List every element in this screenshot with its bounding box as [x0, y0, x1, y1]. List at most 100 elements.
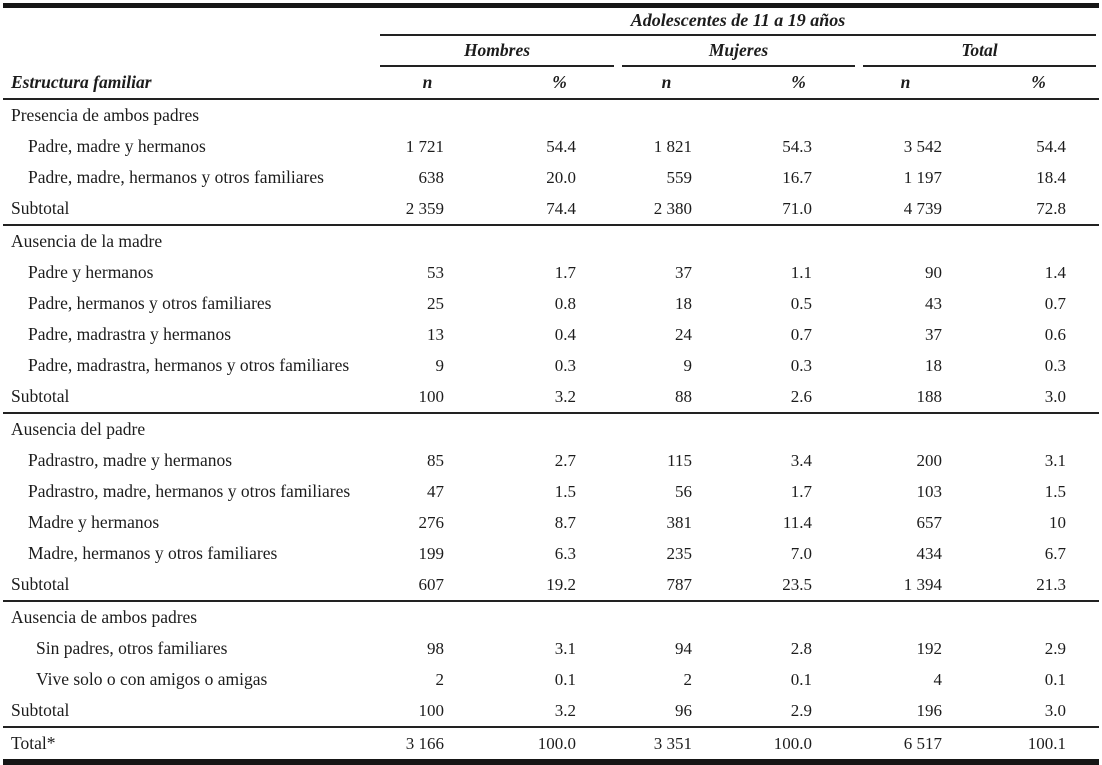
cell-value: 0.3 — [790, 355, 812, 375]
cell-value: 2 — [683, 669, 693, 689]
cell-value: 43 — [925, 293, 942, 313]
cell-value: 7.0 — [790, 543, 812, 563]
cell-value: 0.7 — [790, 324, 812, 344]
row-label: Padrastro, madre y hermanos — [28, 449, 233, 470]
cell-value: 18.4 — [1036, 167, 1066, 187]
cell-value: 0.3 — [554, 355, 576, 375]
table-row: Padrastro, madre y hermanos 85 2.7 115 3.4 20… — [3, 445, 1099, 476]
cell-value: 47 — [427, 481, 444, 501]
cell-value: 3.1 — [554, 638, 576, 658]
subtotal-row: Subtotal 607 19.2 787 23.5 1 394 21.3 — [3, 569, 1099, 601]
cell-value: 53 — [427, 262, 444, 282]
cell-value: 0.7 — [1044, 293, 1066, 313]
cell-value: 3.0 — [1044, 386, 1066, 406]
cell-value: 1.7 — [554, 262, 576, 282]
cell-value — [619, 223, 739, 257]
cell-value: 72.8 — [1036, 198, 1066, 218]
cell-value: 56 — [675, 481, 692, 501]
cell-value: 1.1 — [790, 262, 812, 282]
cell-value — [500, 411, 619, 445]
stub-spacer — [3, 6, 380, 36]
cell-value: 13 — [427, 324, 444, 344]
group-header-row: Hombres Mujeres Total — [3, 36, 1099, 67]
cell-value: 1 197 — [903, 167, 942, 187]
cell-value: 4 — [933, 669, 943, 689]
cell-value: 54.4 — [546, 136, 576, 156]
row-label: Vive solo o con amigos o amigas — [36, 668, 268, 689]
cell-value: 1 821 — [653, 136, 692, 156]
cell-value: 3 166 — [380, 725, 500, 762]
cell-value: 0.1 — [790, 669, 812, 689]
cell-value: 98 — [427, 638, 444, 658]
cell-value: 3.0 — [1044, 700, 1066, 720]
cell-value: 4 739 — [903, 198, 942, 218]
cell-value: 0.8 — [554, 293, 576, 313]
cell-value: 559 — [666, 167, 693, 187]
col-header-n-hombres: n — [380, 66, 500, 100]
subtotal-row: Subtotal 2 359 74.4 2 380 71.0 4 739 72.8 — [3, 193, 1099, 225]
table-row: Padrastro, madre, hermanos y otros famil… — [3, 476, 1099, 507]
cell-value: 18 — [925, 355, 942, 375]
cell-value — [739, 223, 858, 257]
stub-header: Estructura familiar — [3, 66, 380, 100]
cell-value — [380, 99, 500, 131]
spanner-title-cell: Adolescentes de 11 a 19 años — [380, 6, 1099, 36]
cell-value: 2.7 — [554, 450, 576, 470]
cell-value — [619, 99, 739, 131]
cell-value: 85 — [427, 450, 444, 470]
cell-value: 2 — [435, 669, 445, 689]
table-header: Adolescentes de 11 a 19 años Hombres Muj… — [3, 6, 1099, 100]
cell-value: 235 — [666, 543, 693, 563]
cell-value: 9 — [435, 355, 445, 375]
cell-value — [858, 99, 978, 131]
subtotal-row: Subtotal 100 3.2 88 2.6 188 3.0 — [3, 381, 1099, 413]
cell-value: 6 517 — [858, 725, 978, 762]
cell-value: 94 — [675, 638, 692, 658]
group-header-mujeres: Mujeres — [622, 40, 855, 67]
table-row: Padre y hermanos 53 1.7 37 1.1 90 1.4 — [3, 257, 1099, 288]
cell-value: 196 — [916, 700, 943, 720]
row-label: Total* — [3, 725, 380, 762]
group-header-total: Total — [863, 40, 1096, 67]
cell-value: 54.3 — [782, 136, 812, 156]
cell-value: 0.6 — [1044, 324, 1066, 344]
cell-value: 100.0 — [739, 725, 858, 762]
cell-value: 3.1 — [1044, 450, 1066, 470]
table-row: Padre, madrastra y hermanos 13 0.4 24 0.7 37 0… — [3, 319, 1099, 350]
cell-value: 1.4 — [1044, 262, 1066, 282]
table-row: Madre, hermanos y otros familiares 199 6.3… — [3, 538, 1099, 569]
cell-value: 6.7 — [1044, 543, 1066, 563]
stub-spacer — [3, 36, 380, 67]
row-label: Sin padres, otros familiares — [36, 637, 228, 658]
cell-value — [380, 223, 500, 257]
cell-value — [380, 599, 500, 633]
total-row: Total* 3 166 100.0 3 351 100.0 6 517 100.1 — [3, 725, 1099, 762]
cell-value: 434 — [916, 543, 943, 563]
cell-value: 37 — [925, 324, 942, 344]
cell-value: 6.3 — [554, 543, 576, 563]
table-row: Padre, madre, hermanos y otros familiare… — [3, 162, 1099, 193]
row-label: Subtotal — [11, 385, 70, 406]
cell-value — [500, 99, 619, 131]
col-header-pct-hombres: % — [500, 66, 619, 100]
section-header-row: Ausencia del padre — [3, 411, 1099, 445]
cell-value: 115 — [667, 450, 692, 470]
cell-value: 96 — [675, 700, 692, 720]
col-header-n-mujeres: n — [619, 66, 739, 100]
table-row: Vive solo o con amigos o amigas 2 0.1 2 0.1 4… — [3, 664, 1099, 695]
cell-value: 1.5 — [1044, 481, 1066, 501]
group-hombres-cell: Hombres — [380, 36, 619, 67]
group-header-hombres: Hombres — [380, 40, 614, 67]
cell-value: 74.4 — [546, 198, 576, 218]
cell-value: 200 — [916, 450, 943, 470]
cell-value: 21.3 — [1036, 574, 1066, 594]
cell-value: 20.0 — [546, 167, 576, 187]
cell-value: 0.1 — [1044, 669, 1066, 689]
cell-value: 54.4 — [1036, 136, 1066, 156]
cell-value: 192 — [916, 638, 943, 658]
cell-value — [380, 411, 500, 445]
cell-value: 103 — [916, 481, 943, 501]
cell-value: 18 — [675, 293, 692, 313]
family-structure-table: Adolescentes de 11 a 19 años Hombres Muj… — [3, 3, 1099, 765]
